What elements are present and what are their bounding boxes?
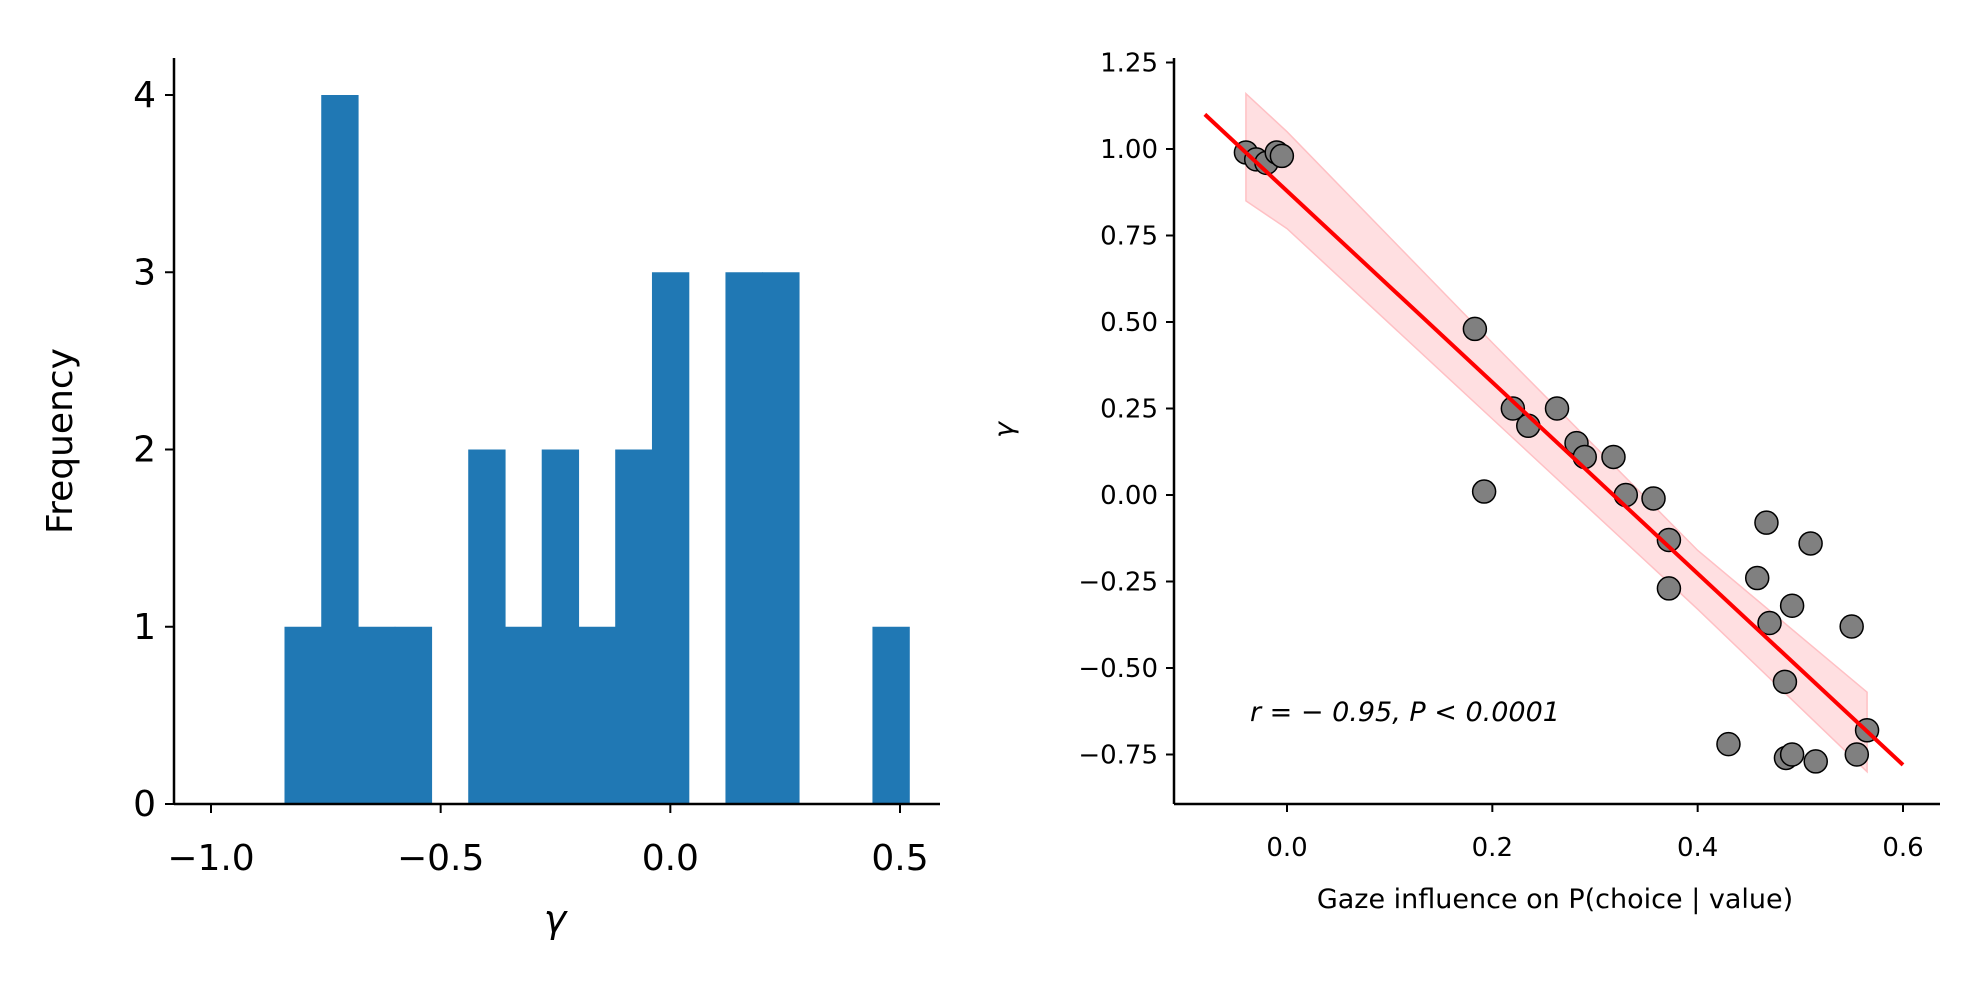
correlation-annotation: r = − 0.95, P < 0.0001 — [1250, 697, 1560, 728]
histogram-y-tick-label: 1 — [133, 607, 156, 648]
scatter-point — [1572, 444, 1597, 470]
histogram-x-tick-label: 0.0 — [642, 838, 699, 879]
histogram-panel: −1.0 −0.5 0.0 0.5 0 1 2 3 4 γ Frequency — [40, 58, 940, 941]
scatter-y-tick-label: 0.75 — [1100, 222, 1158, 252]
scatter-points — [1233, 140, 1880, 774]
histogram-bar — [872, 626, 910, 804]
scatter-y-tick-label: 1.25 — [1100, 49, 1158, 79]
scatter-point — [1839, 614, 1864, 639]
histogram-bar — [284, 626, 322, 804]
histogram-bar — [394, 626, 433, 804]
histogram-bar — [651, 272, 690, 804]
histogram-ticks: −1.0 −0.5 0.0 0.5 0 1 2 3 4 — [133, 75, 929, 879]
scatter-point — [1656, 576, 1682, 601]
scatter-ticks: 0.0 0.2 0.4 0.6 −0.75 −0.50 −0.25 0.00 0.25 0.50 0… — [1078, 49, 1923, 864]
scatter-point — [1716, 731, 1741, 757]
histogram-bars — [284, 95, 910, 804]
histogram-bar — [321, 95, 359, 804]
scatter-y-tick-label: 1.00 — [1100, 135, 1158, 165]
scatter-y-tick-label: −0.75 — [1078, 741, 1158, 771]
histogram-x-tick-label: −1.0 — [167, 838, 254, 879]
scatter-y-tick-label: −0.25 — [1078, 568, 1158, 598]
regression-line-layer — [1203, 112, 1905, 767]
scatter-y-tick-label: −0.50 — [1078, 654, 1158, 684]
scatter-y-axis-label: γ — [989, 420, 1020, 438]
scatter-point — [1269, 143, 1295, 169]
histogram-x-tick-label: 0.5 — [871, 838, 928, 879]
scatter-point — [1757, 610, 1782, 636]
histogram-bar — [615, 449, 653, 804]
scatter-point — [1772, 669, 1798, 695]
histogram-y-tick-label: 3 — [133, 252, 156, 293]
scatter-point — [1656, 527, 1682, 553]
scatter-point — [1779, 593, 1805, 618]
scatter-x-tick-label: 0.4 — [1677, 833, 1718, 863]
scatter-point — [1500, 396, 1526, 421]
scatter-point — [1462, 316, 1488, 342]
histogram-y-tick-label: 4 — [133, 75, 156, 116]
scatter-point — [1544, 396, 1570, 421]
histogram-bar — [357, 626, 396, 804]
scatter-x-axis-label: Gaze influence on P(choice | value) — [1317, 884, 1793, 915]
histogram-x-tick-label: −0.5 — [397, 838, 484, 879]
scatter-point — [1471, 479, 1497, 504]
scatter-point — [1754, 510, 1779, 535]
histogram-bar — [578, 626, 616, 804]
scatter-y-tick-label: 0.25 — [1100, 395, 1158, 425]
scatter-point — [1613, 482, 1639, 508]
scatter-panel: 0.0 0.2 0.4 0.6 −0.75 −0.50 −0.25 0.00 0.25 0.50 0… — [989, 49, 1940, 915]
histogram-x-axis-label: γ — [544, 897, 569, 941]
scatter-point — [1744, 565, 1770, 591]
histogram-bar — [504, 626, 543, 804]
scatter-axes — [1172, 58, 1940, 806]
confidence-band-layer — [1245, 91, 1868, 774]
histogram-bar — [762, 272, 800, 804]
scatter-point — [1803, 749, 1828, 774]
scatter-x-tick-label: 0.0 — [1266, 833, 1307, 863]
scatter-x-tick-label: 0.2 — [1472, 833, 1513, 863]
regression-line — [1203, 112, 1905, 767]
confidence-band — [1245, 91, 1868, 774]
scatter-point — [1601, 444, 1626, 470]
scatter-y-tick-label: 0.50 — [1100, 308, 1158, 338]
histogram-y-tick-label: 2 — [133, 430, 156, 471]
scatter-x-tick-label: 0.6 — [1882, 833, 1923, 863]
histogram-y-tick-label: 0 — [133, 784, 156, 825]
histogram-bar — [725, 272, 763, 804]
histogram-bar — [541, 449, 580, 804]
histogram-bar — [468, 449, 506, 804]
scatter-point — [1779, 742, 1805, 767]
histogram-axes — [172, 58, 940, 806]
scatter-point — [1641, 486, 1666, 511]
histogram-y-axis-label: Frequency — [40, 348, 81, 534]
scatter-y-tick-label: 0.00 — [1100, 481, 1158, 511]
scatter-point — [1844, 742, 1870, 767]
scatter-point — [1798, 531, 1823, 556]
